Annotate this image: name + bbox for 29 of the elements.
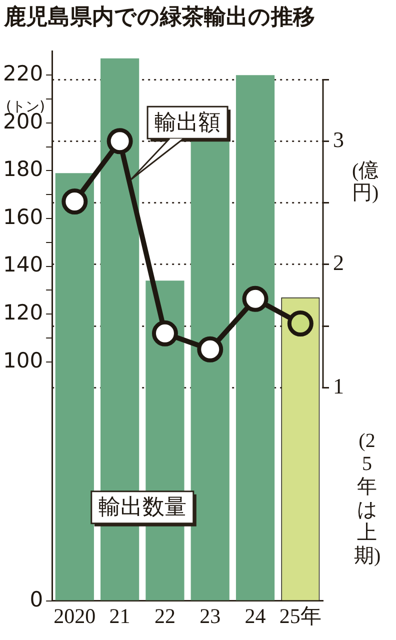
y-tick-label: 160 (2, 204, 44, 229)
y-tick-label: 180 (2, 157, 44, 182)
x-tick-label: 25年 (279, 604, 322, 628)
x-tick-label: 2020 (54, 604, 96, 628)
x-tick-label: 21 (109, 604, 130, 628)
y2-tick-label: 2 (333, 250, 344, 276)
bar (236, 75, 275, 600)
x-tick-label: 23 (200, 604, 221, 628)
y2-tick-label: 3 (333, 126, 344, 152)
bar (190, 140, 230, 600)
y-tick-label: 100 (2, 348, 44, 372)
y2-axis-title: (億円) (352, 160, 379, 204)
point (287, 310, 314, 337)
y2-tick-label: 1 (333, 373, 344, 398)
y-tick-label: 0 (30, 587, 44, 612)
point (152, 320, 178, 346)
point (242, 286, 268, 312)
point (106, 128, 133, 154)
x-tick-label: 22 (154, 604, 176, 628)
y-tick-label: 120 (2, 300, 44, 325)
point (62, 188, 88, 215)
x-tick-label: 24 (244, 604, 266, 628)
y-tick-label: 140 (2, 252, 44, 277)
bar (55, 173, 94, 600)
series-label: 輸出数量 (98, 495, 186, 520)
text: (25年は上期) (354, 430, 381, 568)
point (197, 336, 224, 362)
chart-title: 鹿児島県内での緑茶輸出の推移 (4, 4, 315, 32)
y-tick-label: 220 (2, 62, 44, 86)
